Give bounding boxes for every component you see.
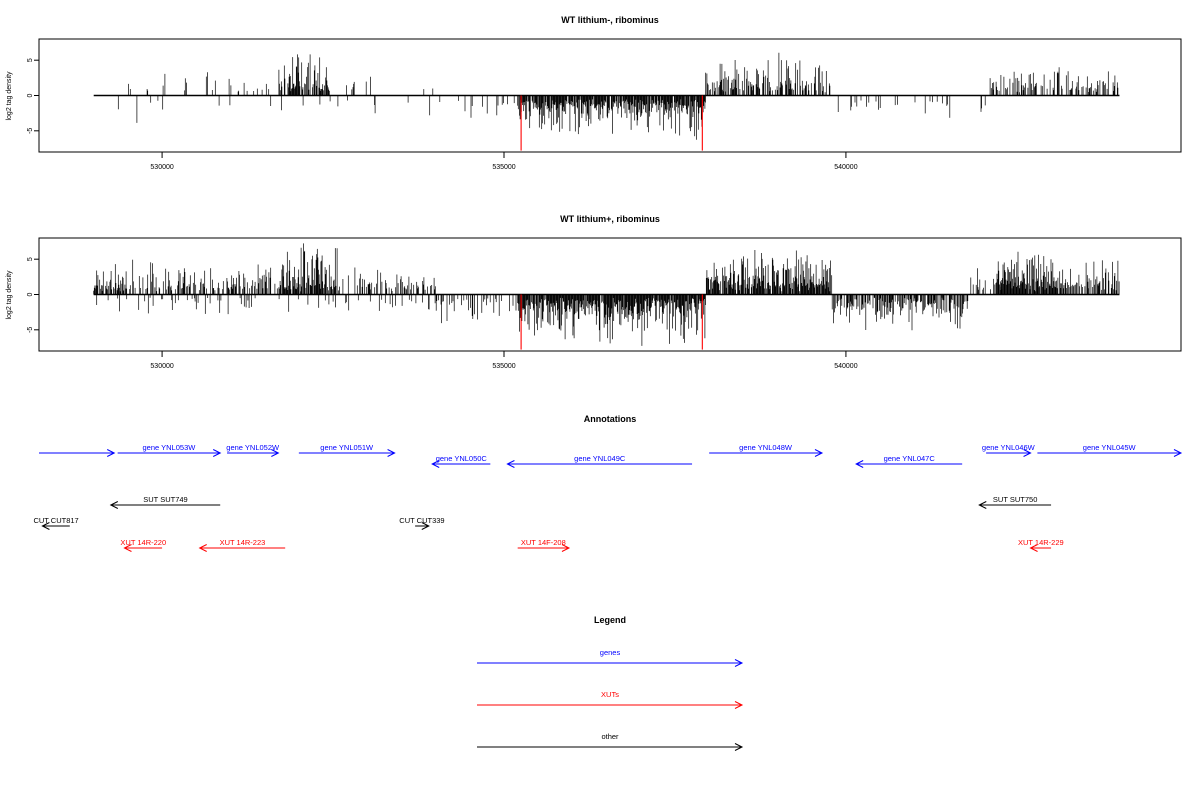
arrow-head — [978, 501, 987, 509]
legend-label: other — [601, 732, 619, 741]
legend-label: genes — [600, 648, 621, 657]
annotation-arrow-gene — [431, 460, 491, 468]
annotation-label: gene YNL050C — [436, 454, 488, 463]
annotation-label: XUT 14F-208 — [521, 538, 566, 547]
arrow-head — [41, 522, 50, 530]
annotation-label: gene YNL047C — [884, 454, 936, 463]
annotation-label: CUT CUT817 — [33, 516, 78, 525]
arrow-head — [421, 522, 430, 530]
legend-arrow — [477, 743, 744, 751]
panel-title: WT lithium-, ribominus — [561, 15, 659, 25]
annotation-arrow-other — [109, 501, 221, 509]
panel-title: WT lithium+, ribominus — [560, 214, 660, 224]
annotation-arrow-other — [41, 522, 70, 530]
arrow-head — [109, 501, 119, 509]
y-tick-label: 5 — [27, 58, 34, 62]
arrow-head — [1173, 449, 1183, 457]
axes: 530000 535000 540000 -5 0 5 — [27, 58, 858, 171]
density-bars — [93, 243, 1120, 350]
annotations-title: Annotations — [584, 414, 637, 424]
annotation-arrow-other — [415, 522, 430, 530]
annotation-arrow-other — [978, 501, 1052, 509]
annotation-arrow-xut — [517, 544, 571, 552]
arrow-head — [734, 659, 744, 667]
annotation-label: gene YNL049C — [574, 454, 626, 463]
y-axis-label: log2 tag density — [6, 270, 13, 320]
annotation-label: XUT 14R-223 — [220, 538, 266, 547]
track-panel-lithium-minus: WT lithium-, ribominus log2 tag density … — [6, 15, 1182, 171]
annotation-arrow-xut — [123, 544, 163, 552]
annotation-label: gene YNL046W — [982, 443, 1036, 452]
annotation-label: CUT CUT339 — [399, 516, 444, 525]
arrow-head — [814, 449, 824, 457]
legend-arrow — [477, 701, 744, 709]
y-tick-label: 0 — [27, 93, 34, 97]
annotation-label: gene YNL045W — [1083, 443, 1137, 452]
annotation-arrow-gene — [855, 460, 963, 468]
legend: Legend genes XUTs other — [477, 615, 744, 751]
x-tick-label: 535000 — [492, 363, 515, 370]
annotation-label: SUT SUT750 — [993, 495, 1037, 504]
x-tick-label: 540000 — [834, 363, 857, 370]
arrow-head — [855, 460, 864, 468]
arrow-head — [734, 701, 744, 709]
annotation-arrow-gene — [298, 449, 396, 457]
arrow-head — [387, 449, 396, 457]
annotation-label: gene YNL048W — [739, 443, 793, 452]
arrow-head — [506, 460, 515, 468]
annotation-arrow-xut — [198, 544, 286, 552]
annotation-arrow-gene — [986, 449, 1032, 457]
arrow-head — [123, 544, 132, 552]
arrow-head — [1023, 449, 1032, 457]
arrow-head — [271, 449, 280, 457]
arrow-head — [1029, 544, 1038, 552]
legend-label: XUTs — [601, 690, 619, 699]
annotation-arrow-gene — [117, 449, 222, 457]
y-tick-label: -5 — [27, 327, 34, 333]
density-bars — [93, 52, 1120, 151]
annotation-label: SUT SUT749 — [143, 495, 187, 504]
annotation-arrow-gene — [39, 449, 116, 457]
axes: 530000 535000 540000 -5 0 5 — [27, 257, 858, 370]
annotation-items: gene YNL053W gene YNL052W gene YNL051W gene… — [33, 443, 1183, 552]
annotation-arrow-gene — [709, 449, 824, 457]
x-tick-label: 530000 — [150, 363, 173, 370]
annotation-label: XUT 14R-220 — [120, 538, 166, 547]
annotation-label: gene YNL051W — [320, 443, 374, 452]
arrow-head — [561, 544, 571, 552]
annotation-label: XUT 14R-229 — [1018, 538, 1064, 547]
arrow-head — [734, 743, 744, 751]
annotation-arrow-gene — [506, 460, 693, 468]
annotation-label: gene YNL052W — [226, 443, 280, 452]
arrow-head — [106, 449, 116, 457]
y-tick-label: 5 — [27, 257, 34, 261]
track-panel-lithium-plus: WT lithium+, ribominus log2 tag density … — [6, 214, 1182, 370]
annotation-arrow-xut — [1029, 544, 1052, 552]
x-tick-label: 530000 — [150, 164, 173, 171]
y-tick-label: 0 — [27, 292, 34, 296]
y-axis-label: log2 tag density — [6, 71, 13, 121]
annotation-arrow-gene — [227, 449, 280, 457]
annotation-label: gene YNL053W — [143, 443, 197, 452]
x-tick-label: 535000 — [492, 164, 515, 171]
legend-items: genes XUTs other — [477, 648, 744, 751]
annotation-arrow-gene — [1037, 449, 1183, 457]
arrow-head — [212, 449, 222, 457]
legend-title: Legend — [594, 615, 626, 625]
arrow-head — [198, 544, 207, 552]
y-tick-label: -5 — [27, 128, 34, 134]
legend-arrow — [477, 659, 744, 667]
annotations-track: Annotations gene YNL053W gene YNL052W gene… — [33, 414, 1183, 552]
arrow-head — [431, 460, 440, 468]
x-tick-label: 540000 — [834, 164, 857, 171]
